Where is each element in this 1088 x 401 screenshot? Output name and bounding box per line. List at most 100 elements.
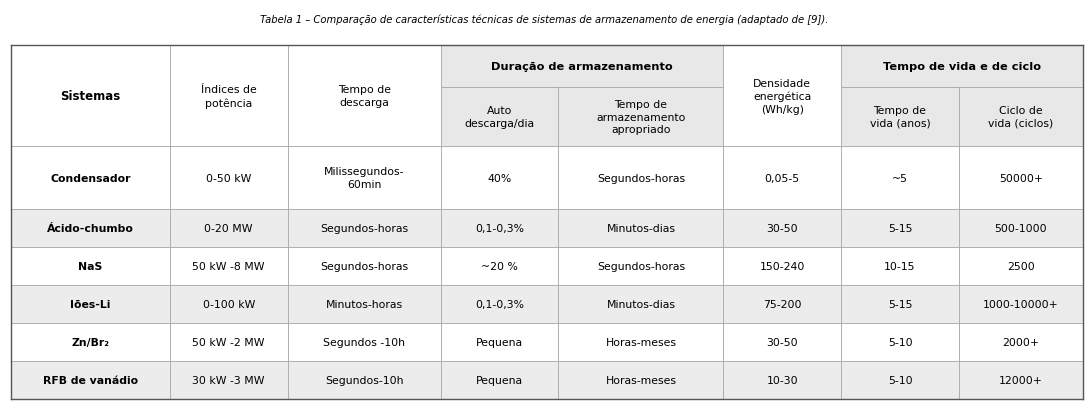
Bar bbox=[287, 248, 441, 286]
Bar bbox=[170, 361, 287, 399]
Bar bbox=[558, 87, 724, 147]
Text: 10-30: 10-30 bbox=[766, 375, 799, 385]
Bar bbox=[959, 361, 1083, 399]
Bar bbox=[287, 323, 441, 361]
Text: 0,1-0,3%: 0,1-0,3% bbox=[475, 300, 524, 310]
Bar bbox=[841, 361, 959, 399]
Bar bbox=[558, 248, 724, 286]
Text: Segundos-horas: Segundos-horas bbox=[320, 224, 408, 234]
Bar bbox=[170, 210, 287, 248]
Text: Horas-meses: Horas-meses bbox=[605, 337, 677, 347]
Bar bbox=[841, 210, 959, 248]
Bar bbox=[724, 286, 841, 323]
Bar bbox=[558, 323, 724, 361]
Bar bbox=[724, 147, 841, 210]
Text: Segundos-horas: Segundos-horas bbox=[320, 262, 408, 271]
Bar bbox=[441, 248, 558, 286]
Text: 0-20 MW: 0-20 MW bbox=[205, 224, 254, 234]
Text: Minutos-dias: Minutos-dias bbox=[606, 300, 676, 310]
Text: Tabela 1 – Comparação de características técnicas de sistemas de armazenamento d: Tabela 1 – Comparação de características… bbox=[260, 14, 828, 24]
Text: Tempo de vida e de ciclo: Tempo de vida e de ciclo bbox=[882, 62, 1041, 72]
Bar bbox=[441, 361, 558, 399]
Text: 150-240: 150-240 bbox=[759, 262, 805, 271]
Text: Ácido-chumbo: Ácido-chumbo bbox=[47, 224, 134, 234]
Bar bbox=[841, 248, 959, 286]
Text: 0,05-5: 0,05-5 bbox=[765, 174, 800, 183]
Bar bbox=[841, 286, 959, 323]
Bar bbox=[11, 248, 170, 286]
Bar bbox=[287, 361, 441, 399]
Text: Índices de
potência: Índices de potência bbox=[201, 85, 257, 108]
Text: Tempo de
descarga: Tempo de descarga bbox=[337, 85, 391, 108]
Bar bbox=[170, 323, 287, 361]
Bar bbox=[724, 248, 841, 286]
Bar bbox=[959, 210, 1083, 248]
Text: 5-15: 5-15 bbox=[888, 224, 912, 234]
Text: 1000-10000+: 1000-10000+ bbox=[982, 300, 1059, 310]
Bar bbox=[841, 323, 959, 361]
Bar bbox=[11, 210, 170, 248]
Text: Duração de armazenamento: Duração de armazenamento bbox=[492, 62, 672, 72]
Bar bbox=[959, 323, 1083, 361]
Text: 500-1000: 500-1000 bbox=[994, 224, 1047, 234]
Bar bbox=[558, 286, 724, 323]
Bar bbox=[841, 87, 959, 147]
Bar bbox=[170, 147, 287, 210]
Text: 10-15: 10-15 bbox=[885, 262, 916, 271]
Bar bbox=[724, 323, 841, 361]
Bar bbox=[11, 147, 170, 210]
Bar bbox=[441, 286, 558, 323]
Bar bbox=[170, 248, 287, 286]
Text: 30-50: 30-50 bbox=[766, 337, 799, 347]
Bar bbox=[11, 286, 170, 323]
Text: 30-50: 30-50 bbox=[766, 224, 799, 234]
Bar bbox=[287, 46, 441, 147]
Text: 30 kW -3 MW: 30 kW -3 MW bbox=[193, 375, 265, 385]
Bar bbox=[170, 46, 287, 147]
Text: 5-15: 5-15 bbox=[888, 300, 912, 310]
Text: Pequena: Pequena bbox=[477, 337, 523, 347]
Text: Tempo de
vida (anos): Tempo de vida (anos) bbox=[869, 106, 930, 129]
Bar bbox=[441, 323, 558, 361]
Text: Sistemas: Sistemas bbox=[60, 90, 121, 103]
Text: Segundos-10h: Segundos-10h bbox=[325, 375, 404, 385]
Text: 12000+: 12000+ bbox=[999, 375, 1042, 385]
Bar bbox=[441, 46, 724, 87]
Text: Tempo de
armazenamento
apropriado: Tempo de armazenamento apropriado bbox=[596, 99, 685, 135]
Bar bbox=[841, 147, 959, 210]
Text: Condensador: Condensador bbox=[50, 174, 131, 183]
Text: Auto
descarga/dia: Auto descarga/dia bbox=[465, 106, 534, 129]
Text: Minutos-dias: Minutos-dias bbox=[606, 224, 676, 234]
Text: Segundos-horas: Segundos-horas bbox=[597, 174, 685, 183]
Text: ~5: ~5 bbox=[892, 174, 908, 183]
Bar bbox=[11, 323, 170, 361]
Bar bbox=[724, 46, 841, 147]
Bar bbox=[841, 46, 1083, 87]
Bar bbox=[170, 286, 287, 323]
Bar bbox=[558, 210, 724, 248]
Text: Densidade
energética
(Wh/kg): Densidade energética (Wh/kg) bbox=[753, 79, 812, 115]
Text: Segundos-horas: Segundos-horas bbox=[597, 262, 685, 271]
Text: Iões-Li: Iões-Li bbox=[71, 300, 111, 310]
Text: 40%: 40% bbox=[487, 174, 511, 183]
Text: Segundos -10h: Segundos -10h bbox=[323, 337, 405, 347]
Text: 50000+: 50000+ bbox=[999, 174, 1042, 183]
Text: 0,1-0,3%: 0,1-0,3% bbox=[475, 224, 524, 234]
Text: 2500: 2500 bbox=[1006, 262, 1035, 271]
Bar bbox=[558, 361, 724, 399]
Bar bbox=[724, 210, 841, 248]
Bar bbox=[11, 46, 170, 147]
Bar bbox=[441, 147, 558, 210]
Bar bbox=[441, 87, 558, 147]
Bar bbox=[558, 147, 724, 210]
Text: 75-200: 75-200 bbox=[763, 300, 802, 310]
Text: 5-10: 5-10 bbox=[888, 337, 913, 347]
Bar bbox=[11, 361, 170, 399]
Text: Pequena: Pequena bbox=[477, 375, 523, 385]
Text: Minutos-horas: Minutos-horas bbox=[325, 300, 403, 310]
Bar bbox=[724, 361, 841, 399]
Text: 0-100 kW: 0-100 kW bbox=[202, 300, 255, 310]
Bar bbox=[959, 87, 1083, 147]
Text: Horas-meses: Horas-meses bbox=[605, 375, 677, 385]
Text: 5-10: 5-10 bbox=[888, 375, 913, 385]
